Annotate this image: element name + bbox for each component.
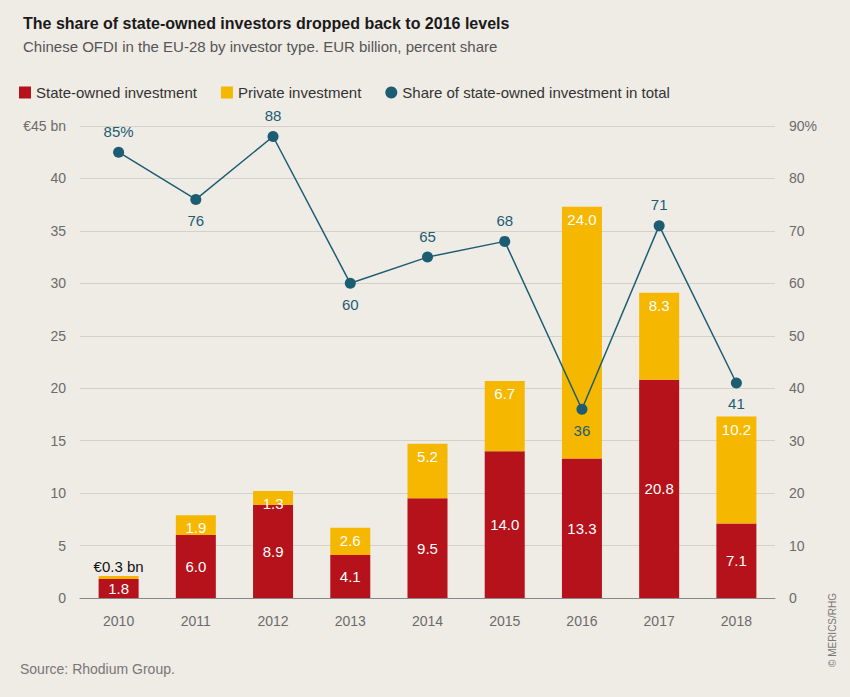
svg-text:1.3: 1.3 <box>263 495 284 512</box>
svg-text:The share of state-owned inves: The share of state-owned investors dropp… <box>23 15 509 32</box>
svg-text:4.1: 4.1 <box>340 568 361 585</box>
svg-text:20.8: 20.8 <box>645 480 674 497</box>
svg-text:8.9: 8.9 <box>263 543 284 560</box>
svg-text:2017: 2017 <box>644 613 675 629</box>
svg-text:10.2: 10.2 <box>722 421 751 438</box>
svg-text:Share of state-owned investmen: Share of state-owned investment in total <box>402 84 670 101</box>
svg-text:0: 0 <box>789 590 797 606</box>
svg-text:2014: 2014 <box>412 613 443 629</box>
svg-text:10: 10 <box>50 485 66 501</box>
svg-text:20: 20 <box>789 485 805 501</box>
svg-text:20: 20 <box>50 380 66 396</box>
svg-text:40: 40 <box>789 380 805 396</box>
svg-text:40: 40 <box>50 170 66 186</box>
svg-text:50: 50 <box>789 328 805 344</box>
svg-text:2.6: 2.6 <box>340 532 361 549</box>
svg-text:30: 30 <box>789 433 805 449</box>
svg-text:© MERICS/RHG: © MERICS/RHG <box>827 593 838 667</box>
svg-text:10: 10 <box>789 538 805 554</box>
svg-text:9.5: 9.5 <box>417 540 438 557</box>
svg-text:2018: 2018 <box>721 613 752 629</box>
svg-text:€45 bn: €45 bn <box>23 118 66 134</box>
svg-text:25: 25 <box>50 328 66 344</box>
svg-text:Source: Rhodium Group.: Source: Rhodium Group. <box>20 661 175 677</box>
svg-text:15: 15 <box>50 433 66 449</box>
svg-text:30: 30 <box>50 275 66 291</box>
svg-text:85%: 85% <box>104 123 134 140</box>
svg-text:1.8: 1.8 <box>108 580 129 597</box>
svg-text:24.0: 24.0 <box>567 211 596 228</box>
svg-text:2011: 2011 <box>181 613 211 629</box>
svg-text:7.1: 7.1 <box>726 552 747 569</box>
svg-text:13.3: 13.3 <box>567 520 596 537</box>
svg-text:71: 71 <box>651 196 668 213</box>
svg-text:1.9: 1.9 <box>185 519 206 536</box>
svg-text:State-owned investment: State-owned investment <box>36 84 198 101</box>
svg-text:70: 70 <box>789 223 805 239</box>
svg-text:0: 0 <box>58 590 66 606</box>
svg-text:65: 65 <box>419 228 436 245</box>
svg-text:6.7: 6.7 <box>494 385 515 402</box>
svg-text:2015: 2015 <box>489 613 520 629</box>
svg-text:2013: 2013 <box>335 613 366 629</box>
svg-text:2016: 2016 <box>566 613 597 629</box>
svg-text:36: 36 <box>574 422 591 439</box>
svg-text:5.2: 5.2 <box>417 448 438 465</box>
svg-text:60: 60 <box>342 296 359 313</box>
svg-text:2012: 2012 <box>257 613 288 629</box>
svg-text:Chinese OFDI in the EU-28 by i: Chinese OFDI in the EU-28 by investor ty… <box>23 38 497 55</box>
svg-text:76: 76 <box>187 212 204 229</box>
svg-text:8.3: 8.3 <box>649 297 670 314</box>
svg-text:90%: 90% <box>789 118 817 134</box>
svg-text:60: 60 <box>789 275 805 291</box>
svg-text:14.0: 14.0 <box>490 516 519 533</box>
svg-text:2010: 2010 <box>103 613 134 629</box>
svg-text:€0.3 bn: €0.3 bn <box>94 558 144 575</box>
svg-text:35: 35 <box>50 223 66 239</box>
svg-text:6.0: 6.0 <box>185 558 206 575</box>
svg-text:41: 41 <box>728 395 745 412</box>
svg-text:80: 80 <box>789 170 805 186</box>
svg-text:5: 5 <box>58 538 66 554</box>
svg-text:68: 68 <box>496 212 513 229</box>
svg-text:Private investment: Private investment <box>238 84 362 101</box>
svg-text:88: 88 <box>265 107 282 124</box>
